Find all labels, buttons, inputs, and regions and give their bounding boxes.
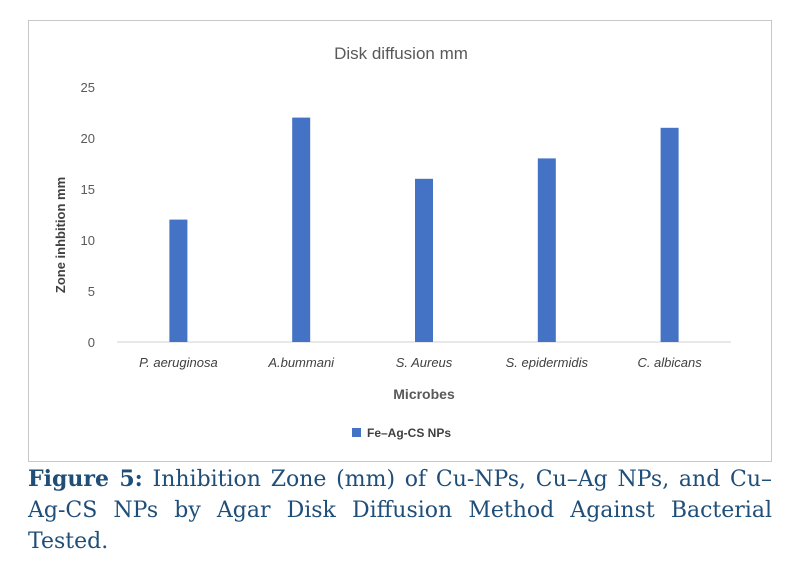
x-tick-label: C. albicans xyxy=(637,355,702,370)
y-tick-labels: 0 5 10 15 20 25 xyxy=(81,80,95,350)
caption-label: Figure 5: xyxy=(28,466,143,492)
y-tick-label: 25 xyxy=(81,80,95,95)
y-tick-label: 10 xyxy=(81,233,95,248)
bar xyxy=(415,178,433,342)
x-tick-labels: P. aeruginosa A.bummani S. Aureus S. epider… xyxy=(139,355,702,370)
legend-swatch xyxy=(352,428,361,437)
chart-frame: Disk diffusion mm Zone inhbition mm Micr… xyxy=(28,20,772,462)
legend: Fe–Ag-CS NPs xyxy=(352,426,451,440)
bar xyxy=(537,158,556,342)
caption-text: Inhibition Zone (mm) of Cu-NPs, Cu–Ag NP… xyxy=(28,467,773,554)
bar xyxy=(292,117,311,342)
x-axis-label: Microbes xyxy=(393,386,455,402)
figure-caption: Figure 5: Inhibition Zone (mm) of Cu-NPs… xyxy=(28,464,772,557)
x-tick-label: S. epidermidis xyxy=(506,355,589,370)
y-tick-label: 5 xyxy=(88,284,95,299)
bar xyxy=(660,127,679,342)
bars xyxy=(169,117,679,342)
chart-title: Disk diffusion mm xyxy=(334,44,468,63)
bar xyxy=(169,219,188,342)
y-tick-label: 15 xyxy=(81,182,95,197)
bar-chart: Disk diffusion mm Zone inhbition mm Micr… xyxy=(53,44,731,440)
legend-label: Fe–Ag-CS NPs xyxy=(367,426,451,440)
y-axis-label: Zone inhbition mm xyxy=(53,177,68,293)
x-tick-label: P. aeruginosa xyxy=(139,355,218,370)
y-tick-label: 20 xyxy=(81,131,95,146)
y-tick-label: 0 xyxy=(88,335,95,350)
x-tick-label: S. Aureus xyxy=(396,355,453,370)
x-tick-label: A.bummani xyxy=(267,355,335,370)
